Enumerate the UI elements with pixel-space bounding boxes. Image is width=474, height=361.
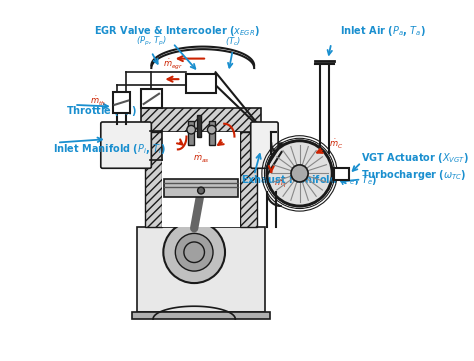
Bar bbox=[197, 115, 201, 136]
Text: Inlet Air ($P_a$, $T_a$): Inlet Air ($P_a$, $T_a$) bbox=[340, 24, 426, 38]
Bar bbox=[113, 92, 130, 113]
Bar bbox=[141, 90, 162, 108]
Circle shape bbox=[198, 187, 204, 194]
Text: $\dot{m}_{egr}$: $\dot{m}_{egr}$ bbox=[163, 58, 183, 72]
Circle shape bbox=[184, 242, 204, 262]
Text: Inlet Manifold ($P_i$, $T_i$): Inlet Manifold ($P_i$, $T_i$) bbox=[53, 143, 166, 156]
Bar bbox=[146, 132, 163, 227]
Text: $\dot{m}_{th}$: $\dot{m}_{th}$ bbox=[90, 94, 106, 108]
FancyBboxPatch shape bbox=[101, 122, 151, 168]
Bar bbox=[163, 132, 239, 227]
Circle shape bbox=[267, 141, 332, 206]
Text: Exhaust Manifold ($P_e$, $T_e$): Exhaust Manifold ($P_e$, $T_e$) bbox=[241, 173, 378, 187]
Text: EGR Valve & Intercooler ($x_{EGR}$): EGR Valve & Intercooler ($x_{EGR}$) bbox=[94, 24, 260, 38]
Text: $\dot{m}_{as}$: $\dot{m}_{as}$ bbox=[192, 151, 210, 165]
Bar bbox=[188, 121, 194, 145]
Bar bbox=[334, 168, 349, 180]
Circle shape bbox=[175, 234, 213, 271]
Text: ($T_c$): ($T_c$) bbox=[225, 36, 241, 48]
Text: Throttle ($\theta_{th}$): Throttle ($\theta_{th}$) bbox=[66, 104, 137, 118]
Bar bbox=[141, 108, 261, 132]
Circle shape bbox=[291, 165, 308, 182]
Text: ($P_p$, $T_p$): ($P_p$, $T_p$) bbox=[136, 35, 167, 48]
Circle shape bbox=[187, 125, 195, 134]
Circle shape bbox=[164, 221, 225, 283]
Circle shape bbox=[208, 125, 216, 134]
Bar bbox=[186, 74, 216, 93]
Bar bbox=[209, 121, 215, 145]
Bar bbox=[137, 227, 265, 312]
Bar bbox=[133, 312, 270, 319]
Bar bbox=[239, 132, 257, 227]
Text: $\dot{m}_C$: $\dot{m}_C$ bbox=[328, 138, 343, 151]
Text: Turbocharger ($\omega_{TC}$): Turbocharger ($\omega_{TC}$) bbox=[361, 168, 467, 182]
Text: $\dot{m}_T$: $\dot{m}_T$ bbox=[274, 177, 288, 190]
Bar bbox=[164, 179, 238, 196]
Text: VGT Actuator ($X_{VGT}$): VGT Actuator ($X_{VGT}$) bbox=[361, 151, 469, 165]
FancyBboxPatch shape bbox=[251, 122, 278, 168]
